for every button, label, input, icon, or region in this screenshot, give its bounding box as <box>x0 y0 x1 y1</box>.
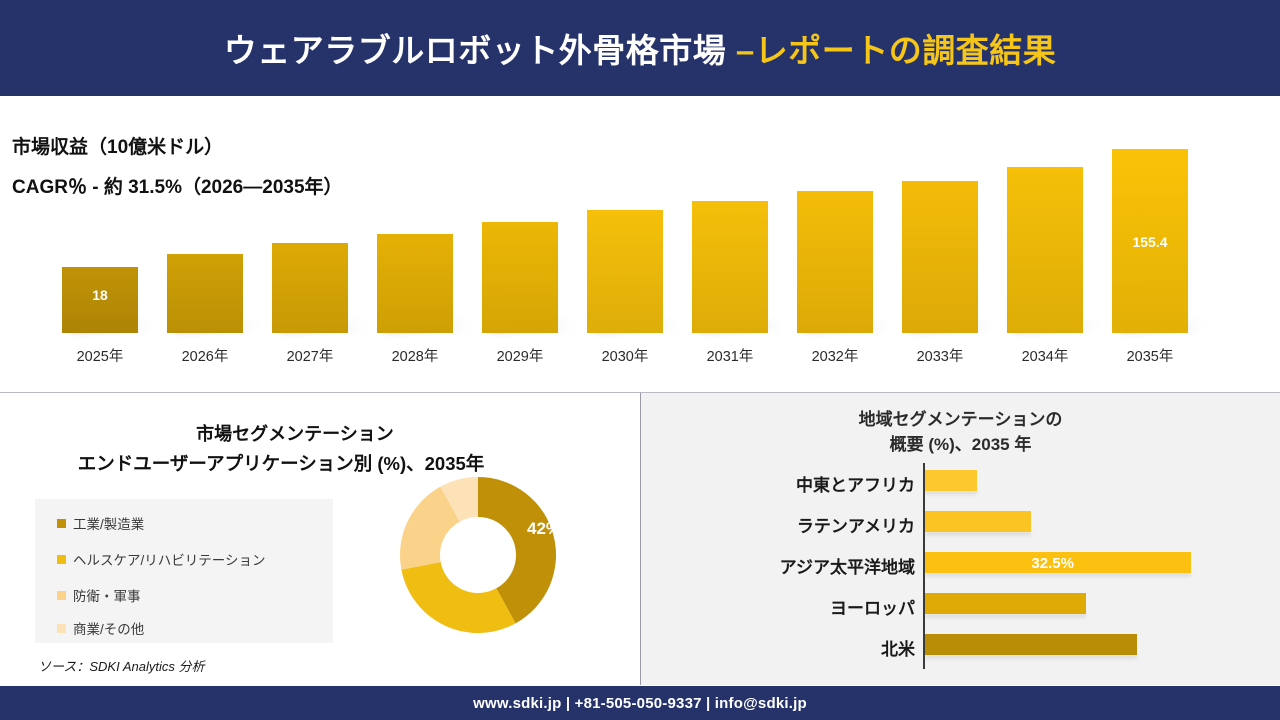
donut-legend-label: 工業/製造業 <box>73 517 145 532</box>
revenue-bar-category-label: 2028年 <box>391 349 439 365</box>
region-bar <box>925 634 1137 655</box>
source-note: ソース：SDKI Analytics 分析 <box>38 659 205 674</box>
revenue-bar-value: 18 <box>92 287 108 304</box>
revenue-bar <box>1112 149 1188 333</box>
region-bar <box>925 511 1031 532</box>
region-category-label: アジア太平洋地域 <box>779 558 915 577</box>
revenue-bar <box>692 201 768 333</box>
kpi-market-revenue-label: 市場収益（10億米ドル） <box>12 137 224 158</box>
region-bar-shadow <box>925 655 1137 660</box>
donut-slice <box>440 477 478 522</box>
region-bar-value: 32.5% <box>1031 555 1074 572</box>
region-bar-shadow <box>925 614 1086 619</box>
revenue-bar-column: 2029年 <box>482 99 574 392</box>
revenue-bar-column: 2032年 <box>797 99 889 392</box>
end-user-segmentation-panel: 市場セグメンテーション エンドユーザーアプリケーション別 (%)、2035年 工… <box>0 393 640 685</box>
donut-legend-label: 防衛・軍事 <box>73 589 141 604</box>
donut-slice <box>478 477 556 624</box>
donut-slice <box>400 486 460 570</box>
region-bar-shadow <box>925 532 1031 537</box>
revenue-bar-column: 2030年 <box>587 99 679 392</box>
revenue-bar <box>377 234 453 333</box>
donut-legend-item: ヘルスケア/リハビリテーション <box>57 549 265 569</box>
region-bar-row: アジア太平洋地域 32.5% <box>641 545 1280 585</box>
revenue-bar <box>1007 167 1083 333</box>
region-bar-shadow <box>925 573 1191 578</box>
legend-swatch-icon <box>57 554 66 564</box>
region-bar <box>925 470 977 491</box>
donut-value-label: 42% <box>527 519 562 538</box>
donut-legend-item: 工業/製造業 <box>57 513 144 533</box>
page-title-accent: –レポートの調査結果 <box>735 32 1057 69</box>
page-header: ウェアラブルロボット外骨格市場 –レポートの調査結果 <box>0 0 1280 96</box>
revenue-bar-column: 2033年 <box>902 99 994 392</box>
panel-divider-horizontal <box>0 392 1280 393</box>
page-title: ウェアラブルロボット外骨格市場 –レポートの調査結果 <box>224 24 1057 72</box>
revenue-bar-column: 2031年 <box>692 99 784 392</box>
revenue-bar-column: 2028年 <box>377 99 469 392</box>
region-bar-row: 中東とアフリカ <box>641 463 1280 503</box>
page-footer: www.sdki.jp | +81-505-050-9337 | info@sd… <box>0 686 1280 720</box>
donut-slice <box>401 562 516 633</box>
region-bar-row: ラテンアメリカ <box>641 504 1280 544</box>
region-bar-shadow <box>925 491 977 496</box>
revenue-bar-category-label: 2025年 <box>76 349 124 365</box>
donut-title-line2: エンドユーザーアプリケーション別 (%)、2035年 <box>77 453 485 474</box>
kpi-cagr-label: CAGR％ - 約 31.5%（2026―2035年） <box>12 177 343 198</box>
revenue-bar <box>797 191 873 333</box>
revenue-bar-chart: 18 2025年 2026年 2027年 2028年 2029年 2030年 2031年 203… <box>0 99 1280 392</box>
region-category-label: ヨーロッパ <box>830 599 915 618</box>
market-revenue-panel: 市場収益（10億米ドル） CAGR％ - 約 31.5%（2026―2035年）… <box>0 99 1280 392</box>
legend-swatch-icon <box>57 518 66 528</box>
region-category-label: ラテンアメリカ <box>796 517 915 536</box>
revenue-bar-category-label: 2034年 <box>1021 349 1069 365</box>
revenue-bar-category-label: 2027年 <box>286 349 334 365</box>
donut-chart <box>398 475 558 635</box>
donut-legend-item: 商業/その他 <box>57 618 144 638</box>
revenue-bar <box>272 243 348 333</box>
revenue-bar-category-label: 2033年 <box>916 349 964 365</box>
donut-legend: 工業/製造業ヘルスケア/リハビリテーション 防衛・軍事商業/その他 <box>35 499 333 643</box>
revenue-bar-column: 2034年 <box>1007 99 1099 392</box>
revenue-bar-category-label: 2031年 <box>706 349 754 365</box>
regional-segmentation-panel: 地域セグメンテーションの 概要 (%)、2035 年 中東とアフリカ ラテンアメリ… <box>641 393 1280 685</box>
region-axis-line <box>923 463 925 669</box>
region-bar-row: ヨーロッパ <box>641 586 1280 626</box>
kpi-block: 市場収益（10億米ドル） CAGR％ - 約 31.5%（2026―2035年） <box>12 132 343 212</box>
region-bar <box>925 593 1086 614</box>
panel-divider-vertical <box>640 393 641 685</box>
revenue-bar <box>482 222 558 333</box>
region-bar-row: 北米 <box>641 627 1280 667</box>
revenue-bar-value: 155.4 <box>1132 234 1168 251</box>
donut-legend-label: 商業/その他 <box>73 622 145 637</box>
revenue-bar-category-label: 2032年 <box>811 349 859 365</box>
legend-swatch-icon <box>57 590 66 600</box>
revenue-bar <box>62 267 138 333</box>
revenue-bar <box>167 254 243 333</box>
footer-contact: www.sdki.jp | +81-505-050-9337 | info@sd… <box>473 694 807 712</box>
revenue-bar-column: 155.4 2035年 <box>1112 99 1204 392</box>
revenue-bar-category-label: 2030年 <box>601 349 649 365</box>
region-category-label: 中東とアフリカ <box>796 476 915 495</box>
donut-legend-label: ヘルスケア/リハビリテーション <box>73 553 266 568</box>
revenue-bar-column: 2027年 <box>272 99 364 392</box>
revenue-bar <box>902 181 978 333</box>
region-bar <box>925 552 1191 573</box>
donut-svg <box>400 477 556 633</box>
region-title-line2: 概要 (%)、2035 年 <box>889 435 1032 454</box>
revenue-bar-column: 2026年 <box>167 99 259 392</box>
revenue-bar-category-label: 2035年 <box>1126 349 1174 365</box>
revenue-bar-column: 18 2025年 <box>62 99 154 392</box>
region-category-label: 北米 <box>881 640 915 659</box>
region-title-line1: 地域セグメンテーションの <box>858 410 1063 429</box>
revenue-bar-category-label: 2029年 <box>496 349 544 365</box>
revenue-bar <box>587 210 663 333</box>
page-title-main: ウェアラブルロボット外骨格市場 <box>223 32 736 69</box>
donut-legend-item: 防衛・軍事 <box>57 585 141 605</box>
revenue-bar-category-label: 2026年 <box>181 349 229 365</box>
donut-title-line1: 市場セグメンテーション <box>196 424 394 444</box>
legend-swatch-icon <box>57 623 66 633</box>
